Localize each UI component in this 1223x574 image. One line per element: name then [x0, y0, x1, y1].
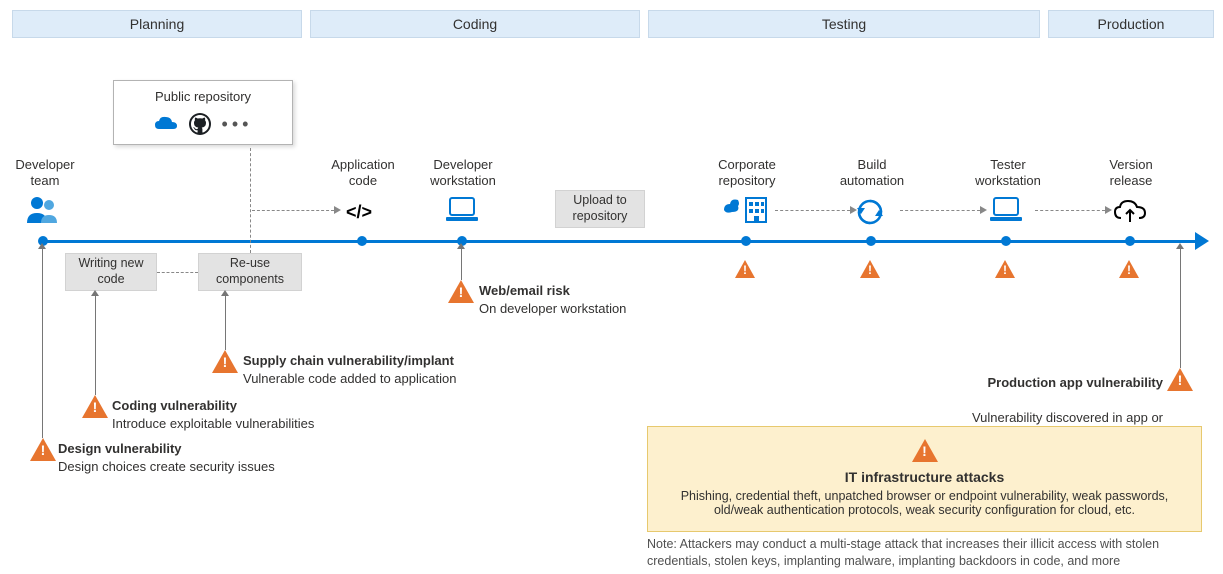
phase-label: Coding [453, 16, 497, 32]
phase-coding: Coding [310, 10, 640, 38]
risk-desc: On developer workstation [479, 300, 626, 318]
upload-box: Upload to repository [555, 190, 645, 228]
risk-title: Web/email risk [479, 282, 626, 300]
warn-supply [212, 350, 238, 376]
phase-label: Testing [822, 16, 866, 32]
risk-desc: Introduce exploitable vulnerabilities [112, 415, 314, 433]
risk-title: Coding vulnerability [112, 397, 314, 415]
phase-label: Production [1098, 16, 1165, 32]
label-dev-ws: Developer workstation [420, 157, 506, 190]
connector-build-tester [900, 210, 980, 211]
warn-corp [735, 260, 755, 281]
connector-repo-to-code [252, 210, 334, 211]
laptop-icon [444, 196, 480, 224]
code-icon: </> [346, 200, 378, 224]
warn-prod [1167, 368, 1193, 394]
info-panel: IT infrastructure attacks Phishing, cred… [647, 426, 1202, 532]
cloud-upload-icon [1113, 198, 1147, 224]
phase-label: Planning [130, 16, 185, 32]
dot-tester-ws [1001, 236, 1011, 246]
risk-coding: Coding vulnerability Introduce exploitab… [112, 397, 314, 432]
risk-title: Production app vulnerability [948, 374, 1163, 392]
warn-design [30, 438, 56, 464]
info-title: IT infrastructure attacks [666, 469, 1183, 485]
dot-build-auto [866, 236, 876, 246]
risk-design: Design vulnerability Design choices crea… [58, 440, 275, 475]
timeline-arrowhead [1195, 232, 1209, 250]
arrow-webemail [461, 248, 462, 280]
github-icon [188, 112, 212, 136]
phase-testing: Testing [648, 10, 1040, 38]
risk-supply: Supply chain vulnerability/implant Vulne… [243, 352, 456, 387]
risk-desc: Design choices create security issues [58, 458, 275, 476]
svg-text:</>: </> [346, 202, 372, 222]
writing-code-box: Writing new code [65, 253, 157, 291]
dot-app-code [357, 236, 367, 246]
note: Note: Attackers may conduct a multi-stag… [647, 536, 1202, 570]
ellipsis-icon: ••• [222, 114, 253, 135]
reuse-box: Re-use components [198, 253, 302, 291]
warn-webemail [448, 280, 474, 306]
tester-laptop-icon [988, 196, 1024, 224]
connector-tester-release [1035, 210, 1105, 211]
arrow-supply [225, 295, 226, 350]
timeline [42, 240, 1202, 243]
arrow-prod [1180, 248, 1181, 368]
risk-title: Supply chain vulnerability/implant [243, 352, 456, 370]
info-body: Phishing, credential theft, unpatched br… [666, 489, 1183, 517]
label-corp-repo: Corporate repository [705, 157, 789, 190]
label-app-code: Application code [325, 157, 401, 190]
risk-title: Design vulnerability [58, 440, 275, 458]
warn-release [1119, 260, 1139, 281]
label-dev-team: Developer team [10, 157, 80, 190]
label-tester-ws: Tester workstation [965, 157, 1051, 190]
arrow-coding [95, 295, 96, 395]
phase-production: Production [1048, 10, 1214, 38]
warn-coding [82, 395, 108, 421]
cloud-icon [154, 115, 178, 133]
warn-build [860, 260, 880, 281]
corp-repo-icon [720, 194, 770, 224]
connector-reuse-up [250, 148, 251, 253]
risk-desc: Vulnerable code added to application [243, 370, 456, 388]
phase-planning: Planning [12, 10, 302, 38]
warn-info-icon [912, 439, 938, 462]
risk-webemail: Web/email risk On developer workstation [479, 282, 626, 317]
repo-title: Public repository [128, 89, 278, 104]
dot-corp-repo [741, 236, 751, 246]
public-repo-box: Public repository ••• [113, 80, 293, 145]
people-icon [25, 195, 61, 225]
label-build-auto: Build automation [832, 157, 912, 190]
arrow-design [42, 248, 43, 438]
warn-tester [995, 260, 1015, 281]
cycle-icon [855, 198, 885, 226]
label-ver-release: Version release [1095, 157, 1167, 190]
connector-writing-reuse [157, 272, 198, 273]
dot-ver-release [1125, 236, 1135, 246]
connector-corp-build [775, 210, 850, 211]
